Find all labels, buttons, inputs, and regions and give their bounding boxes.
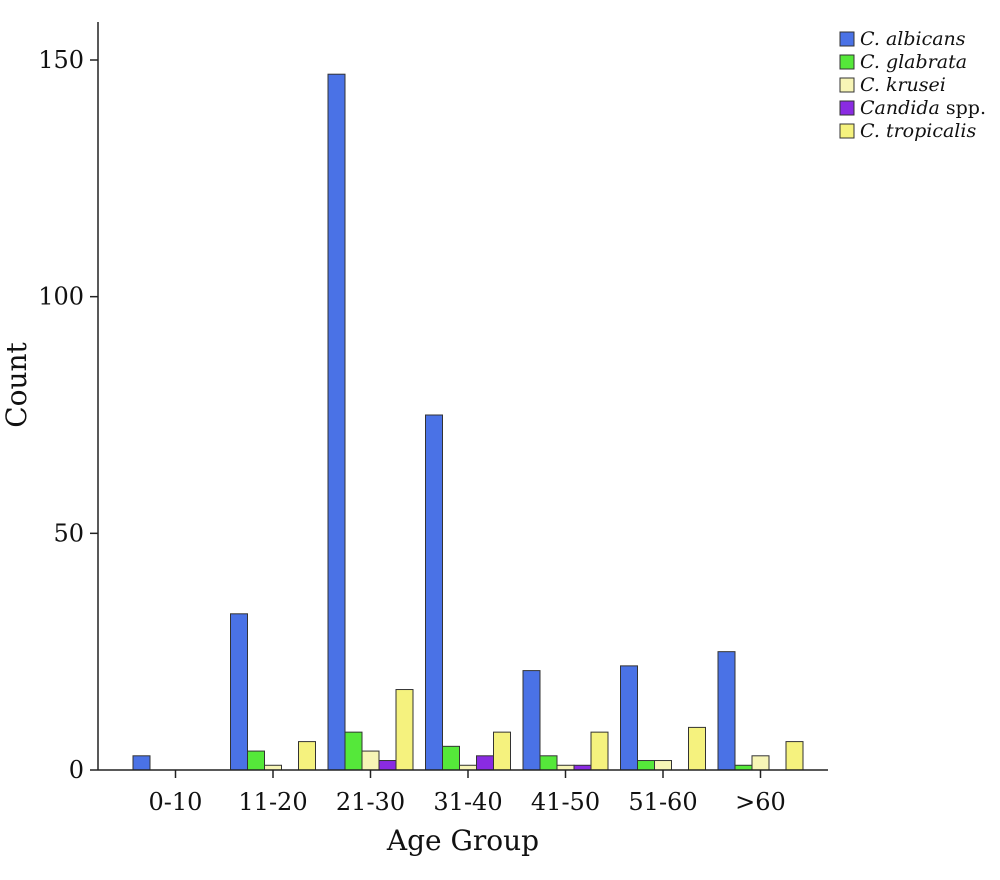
x-tick-label: >60 <box>735 788 786 816</box>
bar <box>247 750 265 771</box>
bar <box>298 741 316 771</box>
axes-layer <box>97 22 828 771</box>
legend-label-italic: C. tropicalis <box>860 120 976 142</box>
bar <box>361 750 380 771</box>
bar <box>751 755 770 771</box>
y-ticks: 0 50 100 150 <box>38 46 98 784</box>
bar <box>493 731 511 771</box>
x-tick-label: 0-10 <box>149 788 203 816</box>
x-tick-label: 11-20 <box>238 788 307 816</box>
legend-label: C. krusei <box>860 74 946 96</box>
bar <box>425 414 443 771</box>
legend-label: C. tropicalis <box>860 120 976 142</box>
legend-label: Candida spp. <box>860 97 986 119</box>
x-tick-label: 51-60 <box>628 788 697 816</box>
bar <box>344 731 363 771</box>
legend-swatch <box>839 100 855 116</box>
legend-label-italic: C. krusei <box>860 74 946 96</box>
legend-label: C. albicans <box>860 28 966 50</box>
bar <box>476 755 494 771</box>
legend-label-italic: C. glabrata <box>860 51 967 73</box>
legend-swatch <box>839 123 855 139</box>
bar <box>522 670 541 771</box>
bar <box>688 726 706 771</box>
bar <box>230 613 248 771</box>
legend-swatch <box>839 77 855 93</box>
bar <box>785 741 804 771</box>
y-tick-label: 0 <box>69 756 84 784</box>
bar <box>539 755 558 771</box>
x-ticks: 0-10 11-20 21-30 31-40 41-50 51-60 >60 <box>149 770 786 816</box>
y-axis-title: Count <box>0 341 33 427</box>
bars-layer <box>132 73 804 771</box>
bar <box>620 665 638 771</box>
legend-label: C. glabrata <box>860 51 967 73</box>
y-tick-label: 100 <box>38 283 84 311</box>
legend-label-italic: Candida <box>860 97 940 119</box>
legend-swatch <box>839 31 855 47</box>
legend-swatch <box>839 54 855 70</box>
x-tick-label: 41-50 <box>531 788 600 816</box>
bar <box>637 760 655 771</box>
x-axis-title: Age Group <box>386 824 539 857</box>
y-tick-label: 150 <box>38 46 84 74</box>
bar <box>442 745 460 771</box>
y-tick-label: 50 <box>53 519 84 547</box>
bar <box>590 731 609 771</box>
bar <box>327 73 346 771</box>
x-tick-label: 21-30 <box>336 788 405 816</box>
legend-label-italic: C. albicans <box>860 28 966 50</box>
bar <box>378 760 397 771</box>
bar <box>654 760 672 771</box>
bar <box>132 755 151 771</box>
legend-label-suffix: spp. <box>940 97 986 119</box>
bar <box>395 689 414 771</box>
bar <box>717 651 736 771</box>
x-tick-label: 31-40 <box>433 788 502 816</box>
